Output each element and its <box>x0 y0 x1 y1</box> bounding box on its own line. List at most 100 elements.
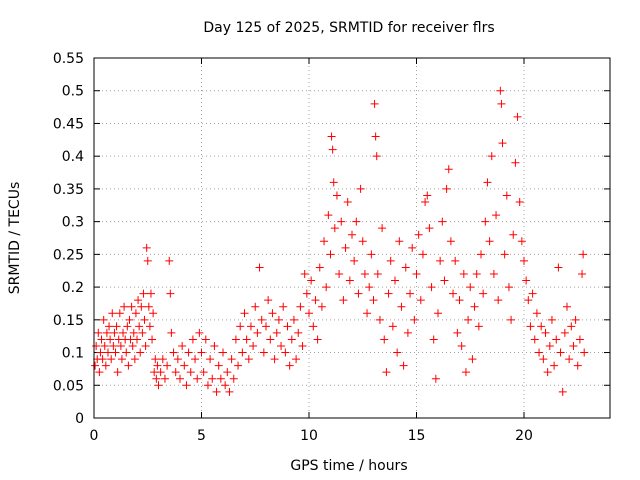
data-point <box>94 328 103 337</box>
data-point <box>522 276 531 285</box>
data-point <box>528 289 537 298</box>
y-tick-label: 0.15 <box>53 313 84 329</box>
data-point <box>401 263 410 272</box>
data-point <box>141 342 150 350</box>
data-point <box>148 335 157 344</box>
data-point <box>496 86 505 95</box>
data-point <box>266 335 275 344</box>
data-point <box>135 322 144 331</box>
data-point <box>524 296 533 305</box>
data-point <box>221 381 230 390</box>
data-point <box>497 99 506 108</box>
data-point <box>354 289 363 298</box>
data-point <box>136 348 145 357</box>
data-point <box>468 355 477 364</box>
data-point <box>438 217 447 226</box>
data-point <box>103 348 112 357</box>
data-point <box>309 322 318 331</box>
data-point <box>372 152 381 161</box>
data-point <box>373 270 382 278</box>
data-point <box>421 198 430 206</box>
data-point <box>412 270 421 278</box>
data-point <box>511 158 520 167</box>
y-tick-label: 0.05 <box>53 378 84 394</box>
data-point <box>119 328 128 337</box>
data-point <box>151 355 160 364</box>
data-point <box>270 355 279 364</box>
data-point <box>386 256 395 265</box>
data-point <box>449 289 458 298</box>
data-point <box>146 289 155 298</box>
data-point <box>105 322 114 331</box>
data-point <box>257 315 266 324</box>
data-point <box>123 322 132 331</box>
data-point <box>515 198 524 206</box>
data-point <box>115 309 124 318</box>
data-point <box>195 328 204 337</box>
data-point <box>91 361 100 370</box>
data-point <box>138 328 147 337</box>
data-point <box>384 289 393 298</box>
data-point <box>375 315 384 324</box>
data-point <box>391 276 399 285</box>
data-point <box>507 315 516 324</box>
data-point <box>109 342 118 350</box>
data-point <box>156 368 165 377</box>
data-point <box>326 250 335 259</box>
data-point <box>552 335 561 344</box>
data-point <box>547 315 556 324</box>
data-point <box>436 256 445 265</box>
data-point <box>296 302 305 311</box>
data-point <box>152 374 161 383</box>
data-point <box>328 145 337 154</box>
data-point <box>242 335 251 344</box>
data-point <box>532 309 541 318</box>
data-point <box>429 335 438 344</box>
data-point <box>208 374 217 383</box>
data-point <box>327 132 336 141</box>
data-point <box>98 355 107 364</box>
data-point <box>563 302 571 311</box>
data-point <box>425 224 434 233</box>
data-point <box>302 289 311 298</box>
data-point <box>285 361 294 370</box>
data-point <box>324 211 333 220</box>
data-point <box>393 348 402 357</box>
y-tick-label: 0.35 <box>53 182 84 198</box>
data-point <box>184 348 193 357</box>
data-point <box>140 315 149 324</box>
grid <box>94 58 610 418</box>
data-point <box>444 165 453 174</box>
data-point <box>272 328 281 337</box>
data-point <box>322 283 331 292</box>
data-point <box>571 315 580 324</box>
data-point <box>199 368 208 377</box>
data-point <box>459 270 468 278</box>
data-point <box>446 237 455 246</box>
data-point <box>513 112 522 121</box>
data-point <box>479 289 488 298</box>
data-point <box>274 315 283 324</box>
data-point <box>182 381 191 390</box>
data-point <box>474 322 483 331</box>
data-point <box>264 296 273 305</box>
data-point <box>423 191 432 200</box>
data-point <box>579 250 588 259</box>
data-point <box>107 355 116 364</box>
data-point <box>223 368 232 377</box>
y-tick-label: 0.45 <box>53 116 84 132</box>
plot-frame <box>93 57 611 419</box>
data-point <box>100 342 109 350</box>
data-point <box>485 237 494 246</box>
data-point <box>111 348 120 357</box>
data-point <box>337 217 346 226</box>
data-point <box>464 315 473 324</box>
data-point <box>120 302 129 311</box>
data-point <box>477 250 485 259</box>
data-point <box>408 243 417 252</box>
data-point <box>298 342 307 350</box>
y-tick-label: 0.4 <box>62 149 84 165</box>
data-point <box>442 184 451 193</box>
data-point <box>461 368 470 377</box>
